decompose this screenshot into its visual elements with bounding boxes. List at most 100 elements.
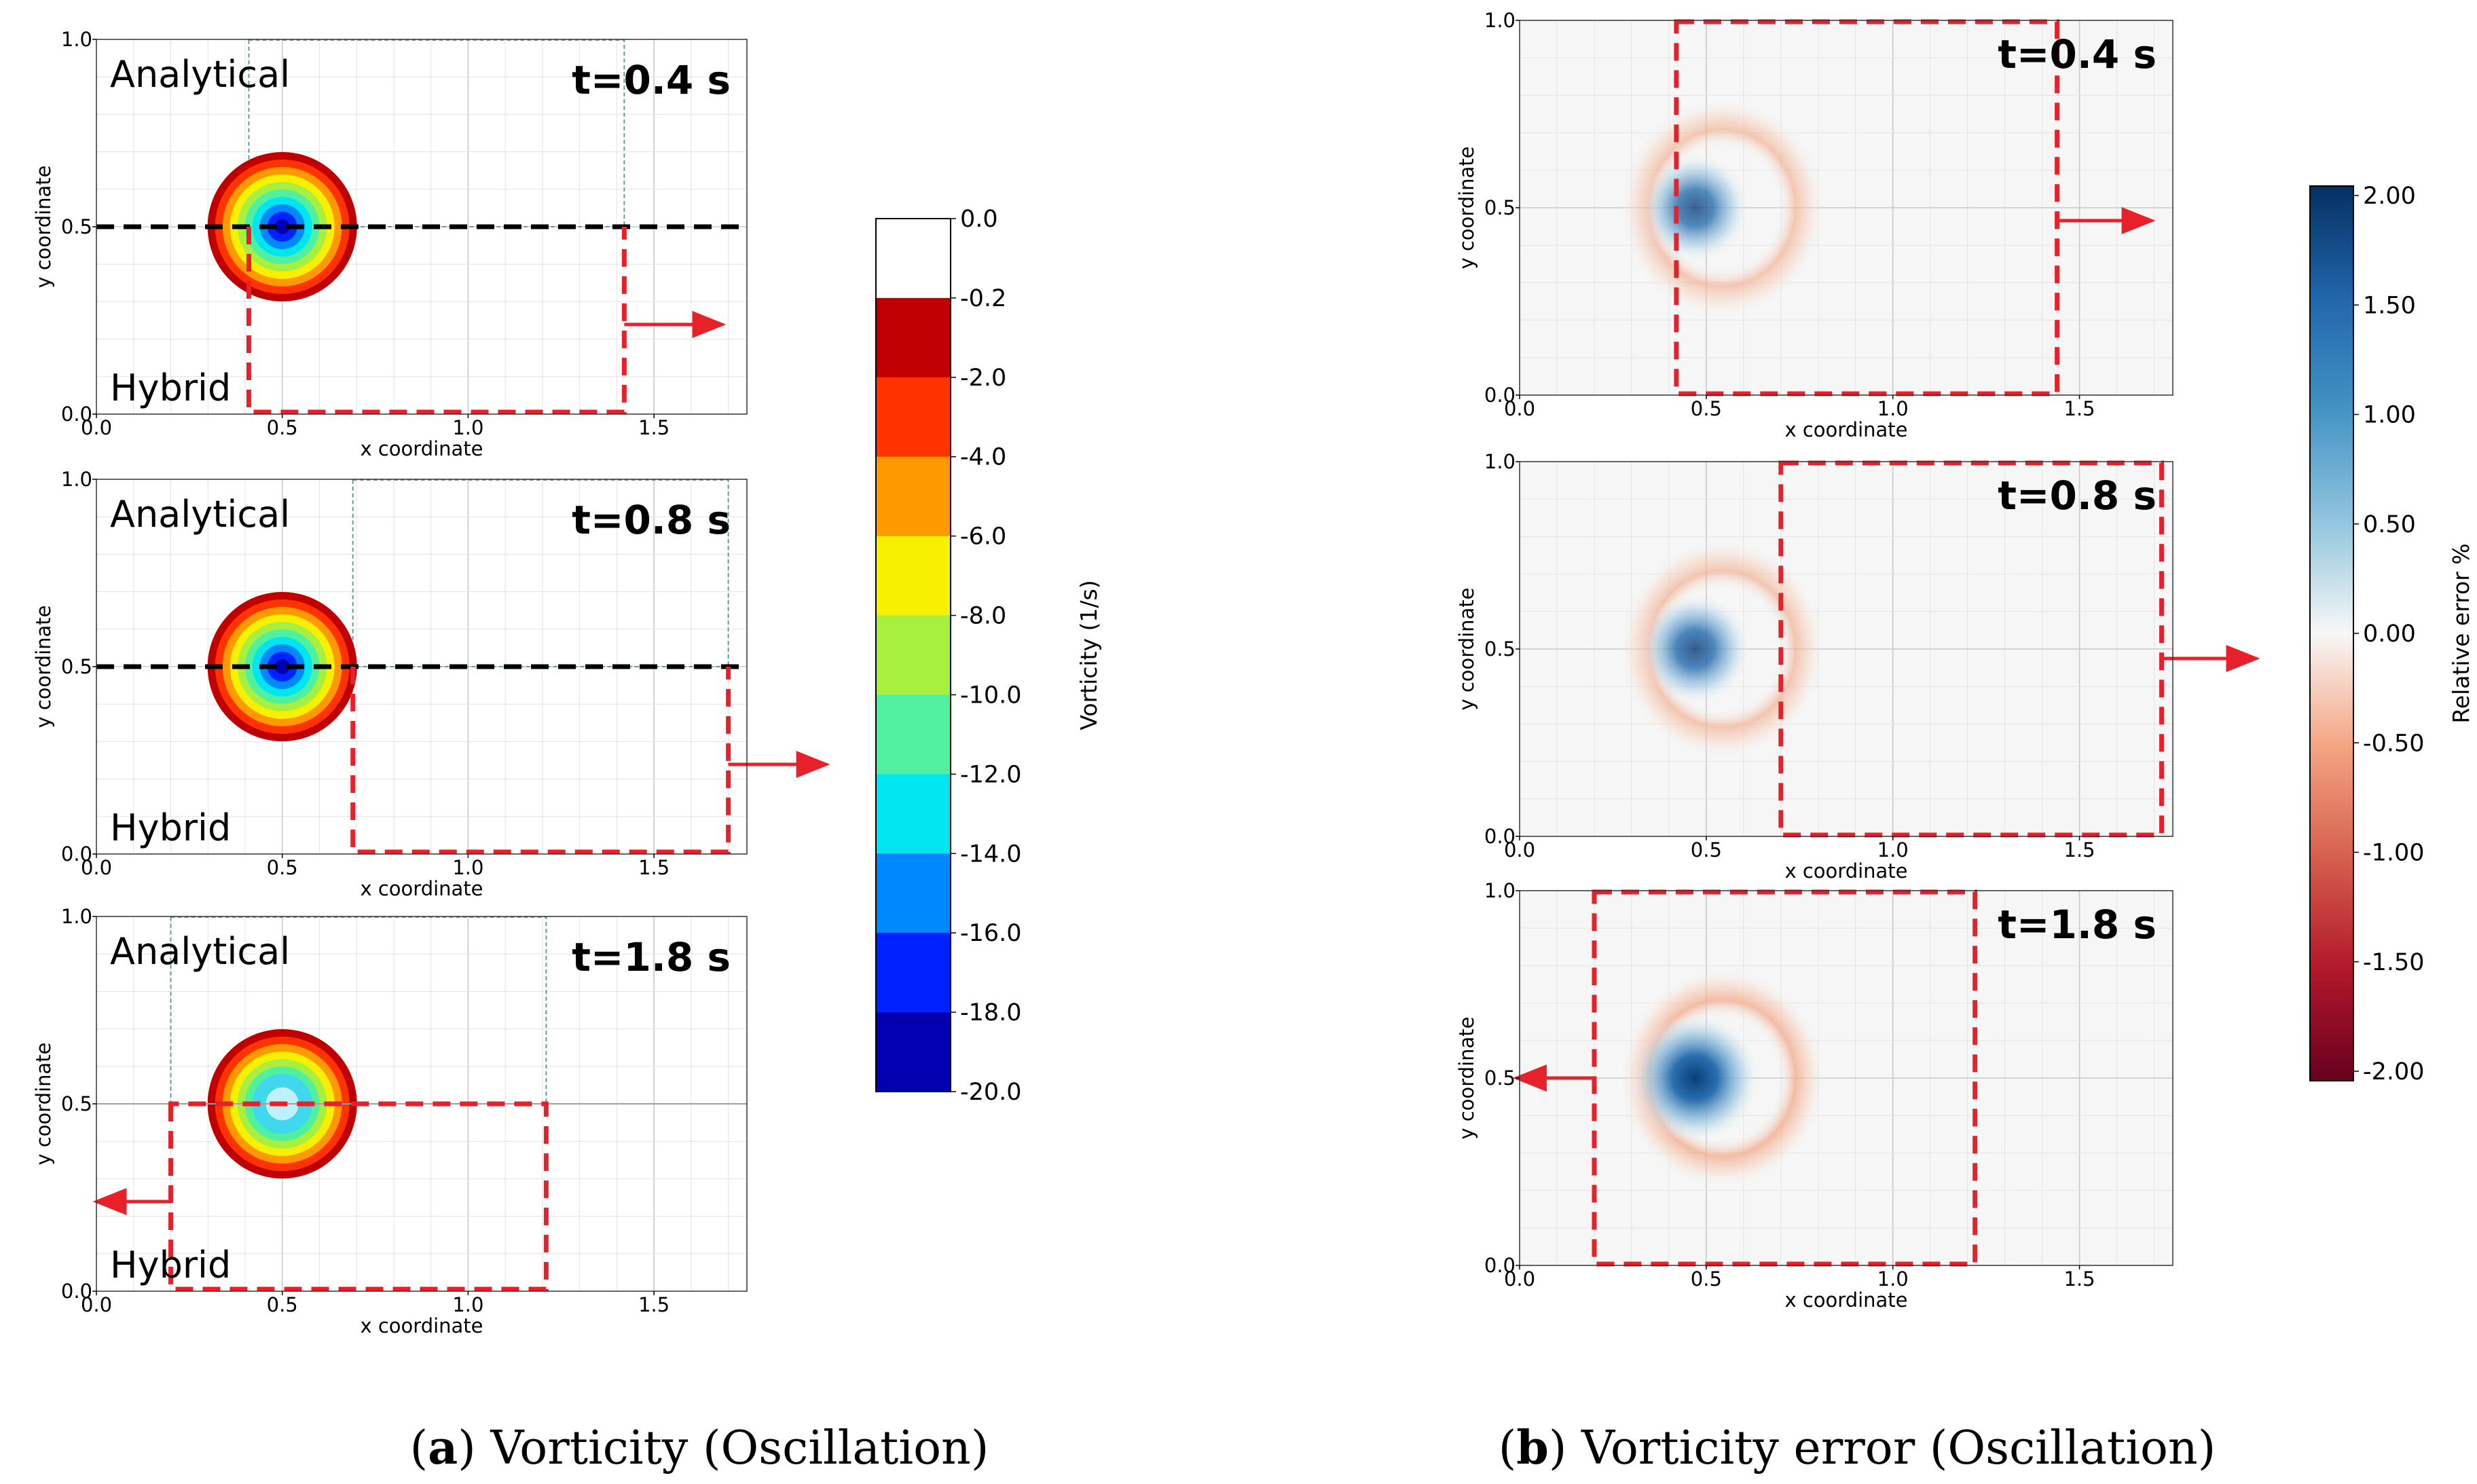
error-negative-core — [1630, 1014, 1760, 1143]
x-tick-label: 1.0 — [1877, 1267, 1909, 1291]
y-tick-label: 0.0 — [1484, 384, 1516, 407]
x-tick-label: 0.0 — [1504, 1267, 1535, 1291]
colorbar-tick-label: 0.00 — [2363, 620, 2416, 648]
colorbar-tick-label: -0.50 — [2363, 730, 2425, 757]
y-tick-label: 0.0 — [61, 842, 92, 866]
y-tick-label: 1.0 — [61, 468, 92, 491]
x-axis-label: x coordinate — [1784, 859, 1907, 883]
y-tick-label: 1.0 — [61, 28, 92, 51]
colorbar-tick-label: -8.0 — [960, 603, 1006, 630]
colorbar-tick-label: -16.0 — [960, 920, 1022, 947]
vortex-contour — [274, 219, 290, 234]
colorbar-segment — [876, 377, 951, 458]
x-axis-label: x coordinate — [360, 1314, 483, 1337]
vorticity-subplot: Analytical Hybrid t=1.8 s 0.0 0.5 1.0 1.5 0.0 0.… — [32, 905, 748, 1337]
colorbar-segment — [876, 933, 951, 1013]
y-tick-label: 1.0 — [1484, 879, 1516, 902]
colorbar-frame — [875, 218, 951, 1092]
x-tick-label: 1.0 — [452, 416, 483, 439]
colorbar-gradient — [2309, 185, 2354, 1081]
x-tick-label: 0.0 — [1504, 838, 1535, 861]
y-tick-label: 0.0 — [61, 403, 92, 426]
y-tick-label: 0.5 — [61, 1092, 92, 1115]
vortex-contour — [274, 659, 290, 674]
time-label: t=0.8 s — [1998, 472, 2157, 519]
x-axis-label: x coordinate — [1784, 418, 1907, 441]
time-label: t=1.8 s — [572, 934, 731, 980]
colorbar-label: Relative error % — [2448, 543, 2474, 723]
hybrid-window — [168, 1101, 549, 1292]
caption-a: (a) Vorticity (Oscillation) — [410, 1421, 989, 1475]
colorbar-segment — [876, 615, 951, 695]
colorbar-segment — [876, 694, 951, 775]
colorbar-segment — [876, 853, 951, 933]
y-tick-label: 0.5 — [1484, 196, 1516, 219]
colorbar-tick-label: 0.50 — [2363, 511, 2416, 538]
colorbar-tick-label: -14.0 — [960, 840, 1022, 868]
colorbar-tick-label: -1.00 — [2363, 840, 2425, 867]
x-tick-label: 0.0 — [81, 856, 112, 879]
y-tick-label: 1.0 — [1484, 450, 1516, 473]
x-axis-label: x coordinate — [360, 877, 483, 900]
colorbar-label: Vorticity (1/s) — [1076, 580, 1102, 730]
error-subplot: t=1.8 s0.0 0.5 1.0 1.50.00.51.0x coordinate… — [1455, 879, 2173, 1312]
y-tick-label: 0.0 — [1484, 825, 1516, 848]
x-tick-label: 0.0 — [81, 1293, 112, 1316]
colorbar-tick-label: 0.0 — [960, 206, 998, 233]
x-tick-label: 0.5 — [1691, 397, 1722, 420]
x-tick-label: 0.5 — [267, 1293, 298, 1316]
hybrid-label: Hybrid — [110, 367, 231, 409]
vorticity-subplot: Analytical Hybrid t=0.8 s 0.0 0.5 1.0 1.5 0.0 0.… — [32, 468, 830, 900]
colorbar-segment — [876, 219, 951, 299]
hybrid-window — [1674, 19, 2060, 396]
x-axis-label: x coordinate — [360, 437, 483, 460]
caption-b: (b) Vorticity error (Oscillation) — [1499, 1421, 2216, 1475]
x-tick-label: 0.5 — [267, 416, 298, 439]
x-tick-label: 1.5 — [2064, 1267, 2095, 1291]
error-subplot: t=0.4 s0.0 0.5 1.0 1.50.00.51.0x coordinate… — [1455, 9, 2173, 441]
y-axis-label: y coordinate — [32, 165, 55, 288]
y-tick-label: 0.5 — [1484, 1066, 1516, 1090]
analytical-label: Analytical — [110, 53, 290, 96]
colorbar-segment — [876, 456, 951, 537]
colorbar-tick-label: -6.0 — [960, 523, 1006, 551]
x-tick-label: 1.5 — [638, 856, 669, 879]
x-tick-label: 0.5 — [267, 856, 298, 879]
x-tick-label: 1.5 — [638, 416, 669, 439]
vorticity-subplot: Analytical Hybrid t=0.4 s 0.0 0.5 1.0 1.5 0.0 0.… — [32, 28, 748, 460]
colorbar-tick-label: -12.0 — [960, 761, 1022, 788]
y-axis-label: y coordinate — [32, 605, 55, 728]
x-tick-label: 1.0 — [1877, 838, 1909, 861]
hybrid-window — [350, 667, 731, 855]
colorbar-tick-label: -18.0 — [960, 999, 1022, 1026]
analytical-label: Analytical — [110, 493, 290, 536]
y-tick-label: 0.5 — [61, 215, 92, 238]
x-tick-label: 1.0 — [452, 856, 483, 879]
y-tick-label: 0.5 — [1484, 637, 1516, 661]
x-tick-label: 0.0 — [81, 416, 112, 439]
y-tick-label: 0.0 — [1484, 1254, 1516, 1277]
y-tick-label: 0.5 — [61, 655, 92, 678]
y-axis-label: y coordinate — [1455, 587, 1478, 710]
colorbar-tick-label: 1.00 — [2363, 402, 2416, 429]
colorbar-tick-label: -0.2 — [960, 285, 1006, 312]
hybrid-window — [1778, 460, 2165, 838]
y-axis-label: y coordinate — [1455, 146, 1478, 269]
colorbar-tick-label: -2.00 — [2363, 1058, 2425, 1086]
colorbar-tick-label: -2.0 — [960, 365, 1006, 392]
x-tick-label: 1.5 — [638, 1293, 669, 1316]
error-negative-core — [1641, 154, 1749, 261]
colorbar-vorticity: 0.0 -0.2 -2.0 -4.0 -6.0 -8.0 -10.0 -12.0 -14.0 -1… — [875, 206, 1102, 1106]
y-tick-label: 1.0 — [61, 905, 92, 928]
colorbar-tick-label: -10.0 — [960, 682, 1022, 709]
colorbar-segment — [876, 774, 951, 854]
time-label: t=0.8 s — [572, 497, 731, 543]
time-label: t=0.4 s — [1998, 31, 2157, 77]
x-axis-label: x coordinate — [1784, 1288, 1907, 1312]
colorbar-segment — [876, 1012, 951, 1092]
colorbar-segment — [876, 536, 951, 616]
y-axis-label: y coordinate — [32, 1042, 55, 1165]
colorbar-tick-label: 1.50 — [2363, 292, 2416, 319]
